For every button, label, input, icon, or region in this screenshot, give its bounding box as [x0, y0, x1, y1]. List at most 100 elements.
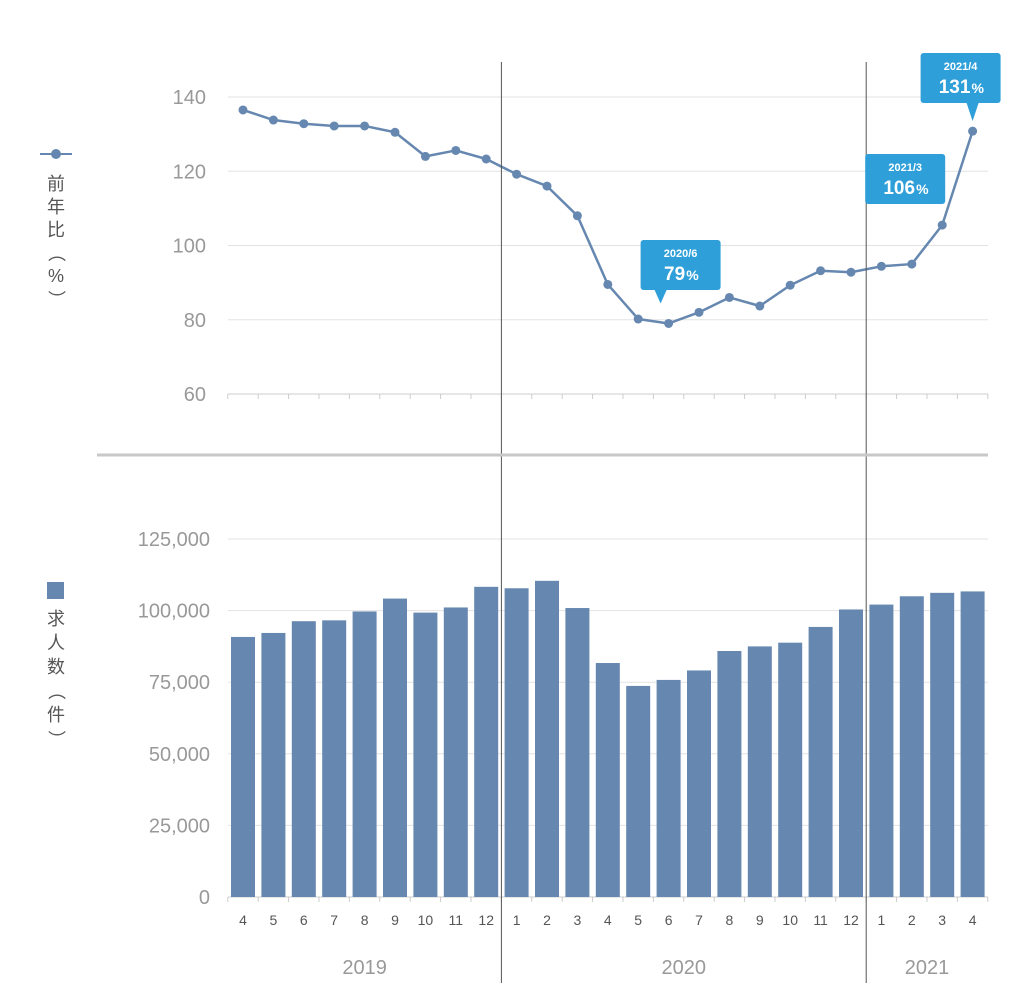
line-chart-grid: 60 80 100 120 140 [173, 87, 989, 406]
line-point [238, 105, 248, 115]
line-point [299, 119, 309, 129]
bar-y-axis-title: 求人数 （ 件 ） [46, 609, 66, 748]
line-path [242, 108, 974, 325]
bar [869, 604, 894, 897]
y-axis-title-char: ） [46, 730, 66, 748]
bar [808, 626, 833, 897]
bar [383, 598, 407, 897]
bar [443, 607, 468, 897]
line-point [542, 181, 552, 191]
line-point [329, 121, 339, 131]
line-point [268, 115, 278, 125]
line-point [937, 220, 947, 230]
y-axis-title-char: （ [46, 682, 66, 700]
y-axis-title-char: 数 [47, 657, 65, 677]
y-axis-title-char: 人 [47, 633, 65, 653]
bar-y-tick-label: 100,000 [138, 601, 210, 623]
callout-box [640, 240, 721, 290]
line-y-axis-title: 前年比 （% ） [46, 174, 66, 308]
y-axis-title-char: % [48, 266, 64, 286]
y-axis-title-char: （ [46, 244, 66, 262]
line-point [755, 301, 765, 311]
bar [474, 586, 499, 897]
bar [291, 621, 316, 897]
line-point [785, 280, 795, 290]
bar [595, 663, 620, 897]
bar-y-tick-label: 50,000 [149, 744, 210, 766]
x-tick-label: 8 [361, 912, 369, 928]
bar [352, 611, 377, 897]
x-tick-label: 10 [418, 912, 434, 928]
callout-unit: % [916, 181, 929, 197]
x-tick-label: 3 [574, 912, 582, 928]
bar [930, 592, 955, 897]
x-tick-label: 2 [543, 912, 551, 928]
line-point [512, 169, 522, 179]
bar-y-tick-label: 25,000 [149, 815, 210, 837]
line-y-tick-label: 140 [173, 87, 206, 109]
callout-pointer [930, 199, 943, 204]
line-point [603, 279, 613, 289]
y-axis-title-char: 件 [47, 705, 65, 725]
line-y-tick-label: 60 [184, 384, 206, 406]
callout-pointer [654, 290, 667, 304]
line-point [907, 259, 917, 269]
x-tick-label: 12 [843, 912, 859, 928]
bar [231, 636, 255, 897]
callout-value: 106 [883, 178, 915, 199]
line-point [633, 314, 643, 324]
callout-date: 2020/6 [664, 248, 698, 260]
callout-date: 2021/4 [944, 61, 979, 73]
y-axis-title-char: 比 [47, 220, 65, 240]
x-tick-label: 6 [665, 912, 673, 928]
y-axis-title-char: 年 [47, 197, 65, 217]
bar-y-tick-label: 0 [199, 887, 210, 909]
y-axis-title-char: ） [46, 290, 66, 308]
callout: 2021/4 131% [920, 53, 1001, 122]
x-tick-label: 9 [756, 912, 764, 928]
x-tick-label: 1 [878, 912, 886, 928]
line-point [420, 151, 430, 161]
bar [626, 685, 651, 897]
x-tick-label: 11 [449, 912, 464, 928]
bar-legend-marker [47, 582, 64, 599]
callout: 2020/6 79% [640, 240, 721, 304]
callouts: 2020/6 79 % 2021/3 106 % 2021/4 131% [640, 53, 1001, 304]
x-tick-label: 11 [813, 912, 828, 928]
year-label: 2021 [905, 957, 950, 979]
bar [717, 650, 742, 897]
bar [504, 588, 529, 897]
line-point [968, 126, 978, 136]
bar-y-tick-label: 125,000 [138, 529, 210, 551]
line-y-tick-label: 100 [173, 236, 206, 258]
year-dividers [500, 62, 867, 983]
x-tick-label: 4 [604, 912, 612, 928]
year-label: 2019 [342, 957, 387, 979]
callout-value: 131 [939, 77, 971, 98]
callout-pointer [966, 103, 979, 122]
x-tick-label: 6 [300, 912, 308, 928]
callout-unit: % [972, 80, 985, 96]
line-point [694, 307, 704, 317]
line-point [451, 145, 461, 155]
line-point [664, 318, 674, 328]
bar [565, 608, 590, 897]
x-tick-label: 1 [513, 912, 521, 928]
callout-box [920, 53, 1001, 103]
line-point [724, 292, 734, 302]
callout-unit: % [686, 267, 699, 283]
bar-y-tick-label: 75,000 [149, 672, 210, 694]
line-point [846, 267, 856, 277]
x-tick-label: 7 [695, 912, 703, 928]
line-point [572, 211, 582, 221]
bar [687, 670, 711, 897]
bar [413, 612, 438, 897]
bar [899, 596, 924, 897]
x-tick-label: 4 [239, 912, 247, 928]
line-y-tick-label: 120 [173, 161, 206, 183]
line-point [481, 154, 491, 164]
x-tick-label: 5 [270, 912, 278, 928]
x-tick-label: 5 [634, 912, 642, 928]
x-tick-label: 10 [782, 912, 798, 928]
